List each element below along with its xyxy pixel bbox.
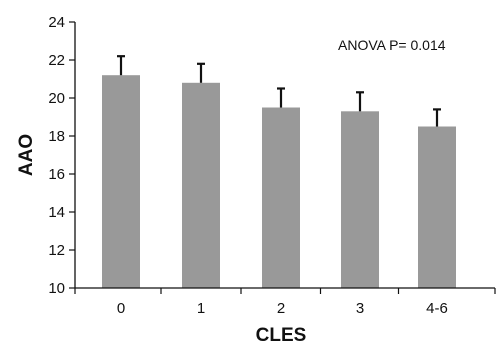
- y-tick-label: 18: [48, 128, 65, 145]
- y-tick-label: 20: [48, 90, 65, 107]
- chart-axes: [74, 22, 495, 289]
- y-tick-label: 14: [48, 204, 65, 221]
- x-tick-label: 0: [117, 300, 125, 317]
- bar: [102, 75, 140, 288]
- y-tick-label: 16: [48, 166, 65, 183]
- x-axis-title: CLES: [256, 325, 307, 346]
- x-tick-label: 2: [277, 300, 285, 317]
- y-axis-title: AAO: [16, 134, 37, 176]
- y-ticks: 10 12 14 16 18 20 22 24: [48, 14, 75, 297]
- bar: [341, 111, 379, 288]
- x-tick-label: 4-6: [426, 300, 448, 317]
- x-ticks: 0 1 2 3 4-6: [74, 288, 496, 317]
- x-tick-label: 1: [197, 300, 205, 317]
- bar: [418, 126, 456, 288]
- y-tick-label: 24: [48, 14, 65, 31]
- y-tick-label: 22: [48, 52, 65, 69]
- y-tick-label: 10: [48, 280, 65, 297]
- bar: [182, 82, 220, 288]
- bar: [262, 107, 300, 288]
- x-tick-label: 3: [356, 300, 364, 317]
- y-tick-label: 12: [48, 242, 65, 259]
- anova-annotation: ANOVA P= 0.014: [338, 37, 446, 53]
- chart-marks: [102, 55, 456, 288]
